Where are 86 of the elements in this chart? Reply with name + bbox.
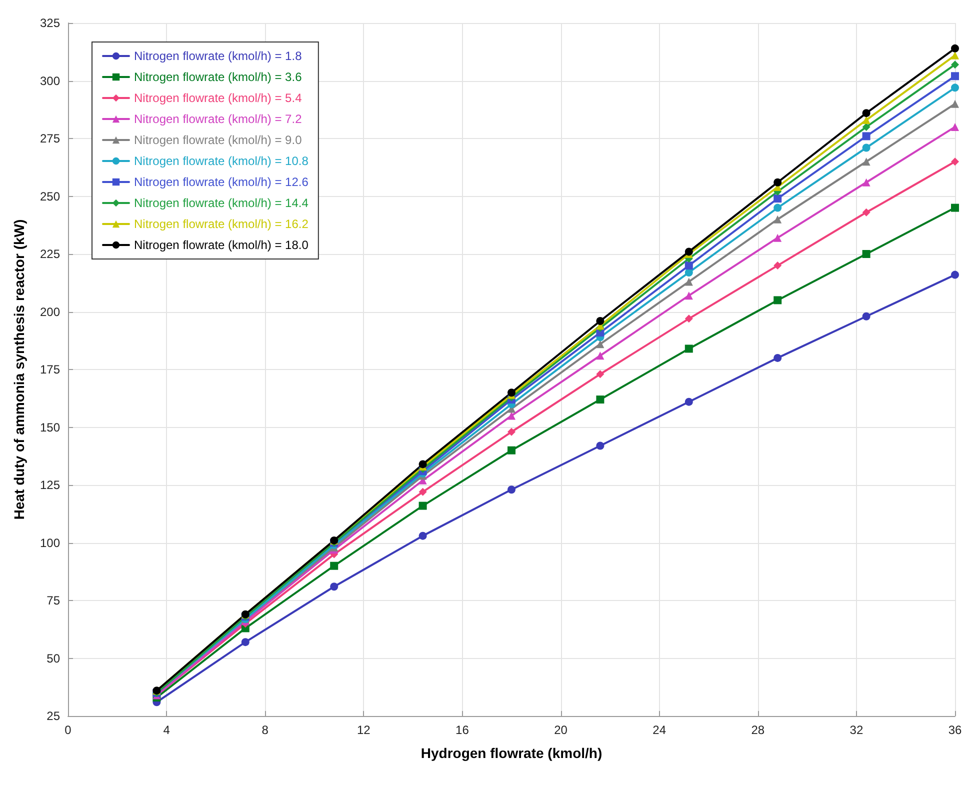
point: [596, 442, 604, 450]
point: [951, 122, 959, 131]
legend-label: Nitrogen flowrate (kmol/h) = 5.4: [134, 91, 302, 105]
y-tick-label: 100: [40, 536, 60, 550]
y-tick-label: 325: [40, 16, 60, 30]
point: [596, 352, 604, 360]
point: [951, 100, 959, 108]
point: [508, 412, 516, 420]
point: [684, 314, 693, 323]
x-tick-label: 20: [554, 723, 568, 737]
legend-label: Nitrogen flowrate (kmol/h) = 10.8: [134, 154, 309, 168]
point: [241, 638, 250, 646]
point: [508, 428, 516, 436]
y-tick-label: 50: [46, 651, 60, 666]
x-tick-label: 24: [652, 723, 666, 737]
point: [418, 502, 427, 510]
point: [684, 248, 693, 256]
y-tick-label: 300: [40, 74, 60, 88]
point: [951, 158, 959, 166]
point: [774, 204, 782, 212]
x-tick-label: 8: [262, 723, 269, 737]
point: [596, 316, 604, 325]
point: [774, 234, 782, 242]
point: [684, 278, 693, 286]
point: [862, 158, 870, 166]
y-tick-label: 75: [46, 594, 60, 608]
point: [862, 109, 870, 118]
x-axis-title: Hydrogen flowrate (kmol/h): [420, 745, 602, 761]
legend-label: Nitrogen flowrate (kmol/h) = 18.0: [134, 238, 309, 252]
point: [951, 72, 959, 80]
point: [596, 340, 604, 348]
point: [862, 178, 870, 186]
point: [330, 562, 338, 570]
y-tick-label: 175: [40, 362, 60, 376]
point: [330, 582, 338, 591]
point: [684, 344, 693, 353]
legend-label: Nitrogen flowrate (kmol/h) = 16.2: [134, 217, 309, 231]
point: [508, 486, 516, 494]
legend-label: Nitrogen flowrate (kmol/h) = 1.8: [134, 49, 302, 63]
y-tick-label: 250: [40, 189, 60, 204]
x-tick-label: 28: [751, 723, 765, 737]
y-tick-label: 25: [46, 709, 60, 723]
point: [508, 446, 516, 454]
x-tick-label: 36: [948, 723, 962, 737]
y-tick-label: 275: [40, 132, 60, 146]
legend-label: Nitrogen flowrate (kmol/h) = 14.4: [134, 196, 309, 210]
point: [951, 204, 959, 212]
point: [862, 312, 870, 320]
point: [774, 178, 782, 186]
y-axis-title: Heat duty of ammonia synthesis reactor (kW): [11, 219, 27, 520]
point: [684, 398, 693, 406]
x-tick-label: 16: [456, 723, 470, 737]
point: [862, 250, 870, 258]
point: [596, 396, 604, 404]
legend-label: Nitrogen flowrate (kmol/h) = 3.6: [134, 70, 302, 84]
point: [774, 262, 782, 270]
point: [951, 84, 959, 92]
x-tick-label: 32: [850, 723, 864, 737]
point: [951, 51, 959, 60]
y-tick-label: 150: [40, 420, 60, 434]
x-tick-label: 12: [356, 723, 371, 737]
y-tick-label: 125: [40, 478, 60, 492]
point: [951, 60, 959, 69]
legend-label: Nitrogen flowrate (kmol/h) = 9.0: [134, 133, 302, 147]
point: [418, 460, 427, 468]
point: [596, 370, 604, 378]
point: [862, 208, 870, 216]
x-tick-label: 4: [163, 723, 170, 737]
legend-label: Nitrogen flowrate (kmol/h) = 12.6: [134, 175, 309, 189]
point: [774, 215, 782, 224]
legend-label: Nitrogen flowrate (kmol/h) = 7.2: [134, 112, 302, 126]
y-tick-label: 200: [40, 304, 60, 319]
point: [862, 116, 870, 124]
point: [418, 488, 427, 496]
point: [684, 292, 693, 300]
x-tick-label: 0: [64, 723, 72, 737]
y-tick-label: 225: [40, 247, 60, 261]
point: [774, 354, 782, 362]
point: [774, 194, 782, 203]
point: [418, 532, 427, 540]
point: [684, 262, 693, 270]
point: [951, 270, 959, 279]
point: [951, 44, 959, 52]
point: [774, 296, 782, 304]
point: [862, 144, 870, 152]
point: [862, 132, 870, 140]
